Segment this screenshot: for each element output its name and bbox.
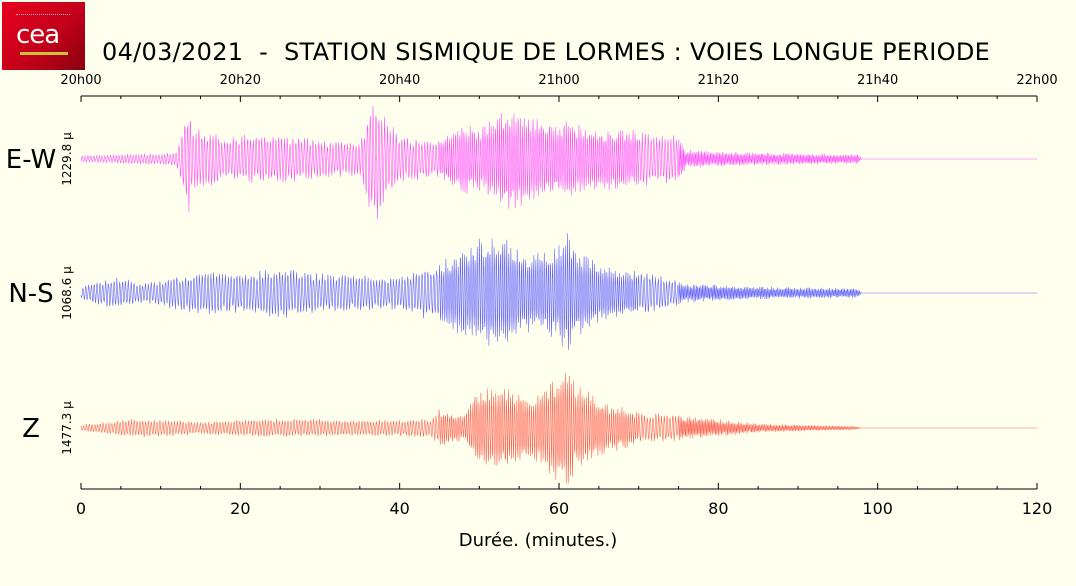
seismogram-traces: E-W 1229.8 µ N-S 1068.6 µ Z 1477.3 µ xyxy=(6,105,1037,484)
logo-text: cea xyxy=(16,20,60,50)
waveform xyxy=(80,105,1037,220)
x-axis-label: Durée. (minutes.) xyxy=(459,530,618,551)
logo-tagline xyxy=(16,14,70,18)
trace-ew: E-W 1229.8 µ xyxy=(6,105,1037,220)
waveform xyxy=(80,372,1037,484)
top-tick-label: 22h00 xyxy=(1016,73,1057,88)
bottom-duration-axis: 0 20 40 60 80 100 120 xyxy=(76,483,1052,518)
amplitude-label: 1477.3 µ xyxy=(60,401,74,455)
logo-underline xyxy=(20,52,68,55)
x-tick-label: 100 xyxy=(862,499,893,518)
cea-logo: cea xyxy=(2,2,85,70)
x-tick-label: 120 xyxy=(1022,499,1053,518)
channel-label: N-S xyxy=(8,279,53,309)
top-tick-label: 21h40 xyxy=(857,73,898,88)
channel-label: Z xyxy=(22,414,40,444)
top-tick-label: 21h20 xyxy=(698,73,739,88)
top-tick-label: 20h20 xyxy=(220,73,261,88)
amplitude-label: 1229.8 µ xyxy=(60,132,74,186)
x-tick-label: 40 xyxy=(389,499,409,518)
x-tick-label: 80 xyxy=(708,499,728,518)
trace-ns: N-S 1068.6 µ xyxy=(8,233,1037,351)
top-tick-label: 20h00 xyxy=(60,73,101,88)
top-tick-label: 20h40 xyxy=(379,73,420,88)
trace-z: Z 1477.3 µ xyxy=(22,372,1037,484)
top-tick-label: 21h00 xyxy=(538,73,579,88)
waveform xyxy=(80,233,1037,351)
channel-label: E-W xyxy=(6,145,56,175)
top-time-axis: 20h00 20h20 20h40 21h00 21h20 21h40 22h00 xyxy=(60,73,1058,102)
x-tick-label: 0 xyxy=(76,499,86,518)
x-tick-label: 60 xyxy=(549,499,569,518)
x-tick-label: 20 xyxy=(230,499,250,518)
amplitude-label: 1068.6 µ xyxy=(60,266,74,320)
chart-title: 04/03/2021 - STATION SISMIQUE DE LORMES … xyxy=(102,38,991,66)
